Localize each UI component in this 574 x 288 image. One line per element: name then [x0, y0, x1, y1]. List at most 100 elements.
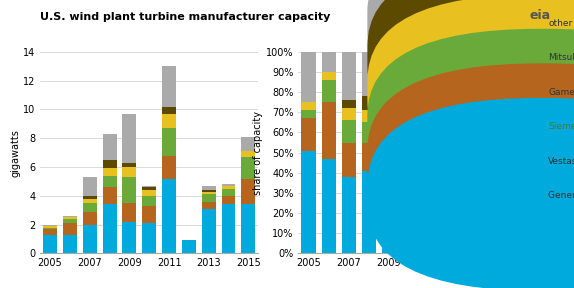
Bar	[482, 120, 497, 134]
Bar	[402, 84, 416, 100]
Bar	[462, 132, 476, 147]
Bar	[342, 52, 356, 100]
Bar	[222, 204, 235, 253]
Bar	[63, 217, 77, 219]
Text: Siemens: Siemens	[548, 122, 574, 131]
Bar	[321, 80, 336, 102]
Text: General Electric: General Electric	[548, 191, 574, 200]
Bar	[63, 223, 77, 235]
Bar	[462, 163, 476, 253]
Bar	[462, 124, 476, 126]
Bar	[482, 114, 497, 120]
Bar	[301, 118, 316, 151]
Bar	[63, 219, 77, 223]
Bar	[382, 183, 396, 209]
Bar	[103, 187, 117, 204]
Bar	[522, 98, 537, 102]
Bar	[182, 240, 196, 253]
Bar	[502, 161, 517, 253]
Bar	[342, 177, 356, 253]
Bar	[83, 196, 96, 199]
Bar	[43, 228, 57, 229]
Bar	[83, 177, 96, 196]
Bar	[103, 160, 117, 168]
Bar	[242, 179, 255, 204]
Bar	[522, 52, 537, 98]
Bar	[242, 157, 255, 179]
Bar	[362, 143, 376, 171]
Bar	[122, 163, 137, 167]
Bar	[83, 225, 96, 253]
Bar	[422, 88, 436, 96]
Text: eia: eia	[530, 9, 551, 22]
Bar	[301, 151, 316, 253]
Bar	[63, 216, 77, 217]
Text: Vestas: Vestas	[548, 157, 574, 166]
Bar	[502, 70, 517, 80]
Bar	[422, 169, 436, 253]
Bar	[122, 114, 137, 163]
Bar	[402, 126, 416, 173]
Text: U.S. wind plant turbine manufacturer capacity: U.S. wind plant turbine manufacturer cap…	[40, 12, 331, 22]
Bar	[122, 222, 137, 253]
Bar	[502, 116, 517, 161]
Bar	[83, 199, 96, 203]
Bar	[362, 122, 376, 143]
Bar	[342, 120, 356, 143]
Bar	[502, 52, 517, 70]
Bar	[162, 107, 176, 114]
Bar	[162, 156, 176, 179]
Bar	[402, 76, 416, 84]
Bar	[43, 229, 57, 235]
Bar	[222, 184, 235, 186]
Bar	[142, 187, 156, 190]
Bar	[122, 203, 137, 222]
Bar	[362, 110, 376, 122]
Bar	[142, 206, 156, 223]
Text: Gamesa: Gamesa	[548, 88, 574, 97]
Bar	[162, 114, 176, 128]
Bar	[382, 132, 396, 147]
Bar	[382, 126, 396, 132]
Bar	[43, 225, 57, 226]
Bar	[222, 186, 235, 189]
Bar	[222, 189, 235, 196]
Bar	[422, 143, 436, 169]
Bar	[321, 159, 336, 253]
Text: other: other	[548, 18, 572, 28]
Bar	[462, 147, 476, 163]
Bar	[142, 196, 156, 206]
Bar	[342, 108, 356, 120]
Bar	[142, 190, 156, 196]
Bar	[422, 112, 436, 143]
Bar	[402, 173, 416, 253]
Y-axis label: gigawatts: gigawatts	[10, 129, 20, 177]
Bar	[122, 167, 137, 177]
Bar	[43, 226, 57, 228]
Bar	[242, 204, 255, 253]
Text: Mitsubishi: Mitsubishi	[548, 53, 574, 62]
Bar	[301, 110, 316, 118]
Bar	[442, 52, 456, 157]
Bar	[43, 235, 57, 253]
Bar	[202, 186, 216, 190]
Bar	[202, 192, 216, 194]
Bar	[522, 102, 537, 114]
Bar	[342, 100, 356, 108]
Bar	[402, 100, 416, 126]
Bar	[103, 134, 117, 160]
Bar	[462, 52, 476, 124]
Bar	[301, 52, 316, 102]
Bar	[482, 153, 497, 253]
Bar	[502, 80, 517, 116]
Bar	[382, 209, 396, 253]
Bar	[162, 66, 176, 107]
Y-axis label: share of capacity: share of capacity	[253, 111, 263, 195]
Bar	[162, 128, 176, 156]
Bar	[482, 134, 497, 153]
Bar	[321, 72, 336, 80]
Bar	[362, 52, 376, 96]
Bar	[63, 235, 77, 253]
Bar	[202, 194, 216, 202]
Bar	[321, 102, 336, 159]
